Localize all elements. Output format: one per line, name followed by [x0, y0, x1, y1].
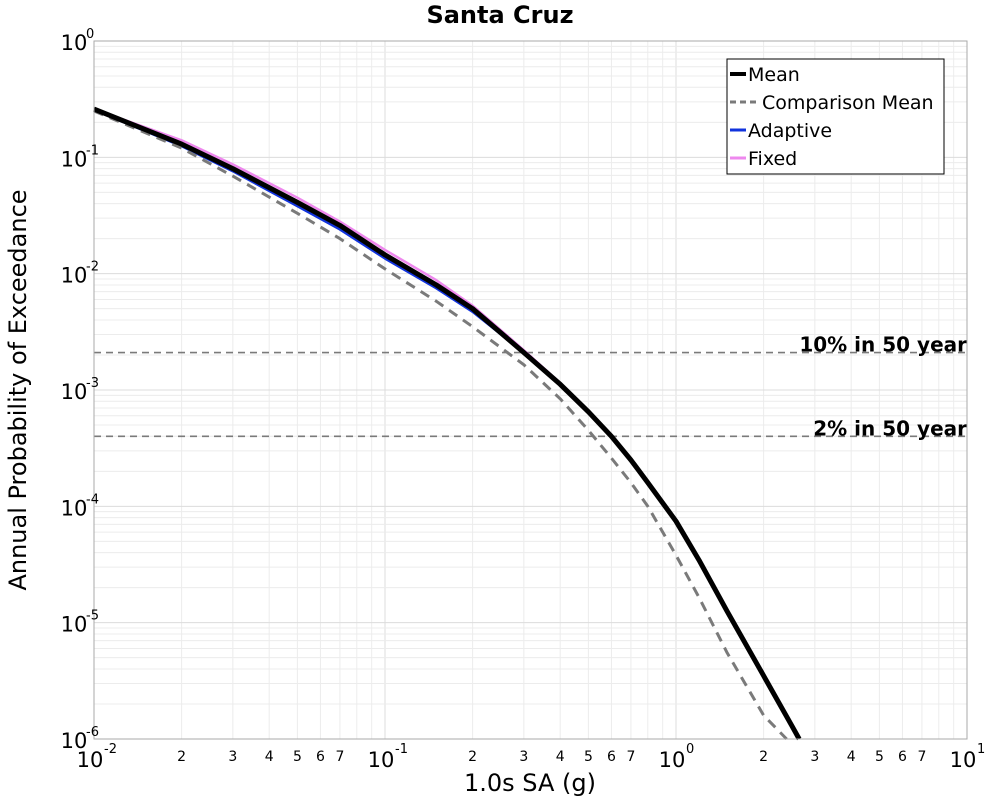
y-tick-exponent: -3: [86, 376, 99, 391]
x-minor-tick-label: 3: [228, 749, 237, 765]
x-minor-tick-label: 2: [177, 749, 186, 765]
legend-label: Comparison Mean: [762, 92, 934, 114]
x-minor-tick-label: 4: [556, 749, 565, 765]
x-axis-ticks: 10 -2 10 -1 10 0 10 12 3 4 5 6 7 2 3 4 5 6 7 2 3 4 5 6 7: [77, 742, 986, 772]
series-line-comparison-mean: [93, 109, 788, 741]
legend: Mean Comparison Mean Adaptive Fixed: [726, 58, 945, 175]
legend-label: Fixed: [748, 148, 797, 170]
y-tick-label: 10: [61, 729, 88, 753]
x-tick-label: 10: [368, 748, 395, 772]
x-tick-label: 10: [77, 748, 104, 772]
x-minor-tick-label: 7: [335, 749, 344, 765]
series-lines: [93, 106, 802, 741]
x-minor-tick-label: 2: [468, 749, 477, 765]
x-tick-label: 10: [950, 748, 977, 772]
series-line-mean: [93, 106, 802, 741]
x-minor-tick-label: 3: [519, 749, 528, 765]
x-minor-tick-label: 4: [265, 749, 274, 765]
x-minor-tick-label: 7: [917, 749, 926, 765]
legend-box: [726, 58, 945, 175]
x-minor-tick-label: 6: [607, 749, 616, 765]
x-minor-tick-label: 6: [898, 749, 907, 765]
y-tick-exponent: -1: [86, 143, 99, 158]
x-minor-tick-label: 3: [810, 749, 819, 765]
y-tick-label: 10: [61, 31, 88, 55]
grid: [93, 41, 967, 740]
x-minor-tick-label: 2: [759, 749, 768, 765]
x-tick-label: 10: [659, 748, 686, 772]
x-minor-tick-label: 6: [316, 749, 325, 765]
x-axis-label: 1.0s SA (g): [464, 769, 596, 797]
legend-label: Adaptive: [748, 120, 832, 142]
x-minor-tick-label: 4: [847, 749, 856, 765]
x-minor-tick-label: 5: [875, 749, 884, 765]
y-axis-label: Annual Probability of Exceedance: [4, 189, 32, 590]
y-tick-label: 10: [61, 264, 88, 288]
reference-lines: 10% in 50 year 2% in 50 year: [94, 333, 967, 440]
x-tick-exponent: -1: [395, 742, 408, 757]
y-tick-label: 10: [61, 147, 88, 171]
x-minor-tick-label: 7: [626, 749, 635, 765]
x-tick-exponent: 0: [686, 742, 694, 757]
y-tick-exponent: -5: [86, 609, 99, 624]
y-tick-label: 10: [61, 613, 88, 637]
y-tick-exponent: -2: [86, 260, 99, 275]
x-tick-exponent: 1: [977, 742, 985, 757]
y-tick-exponent: 0: [86, 27, 94, 42]
y-tick-label: 10: [61, 496, 88, 520]
plot-frame: [93, 40, 968, 740]
chart-title: Santa Cruz: [426, 1, 573, 29]
reference-line-label: 2% in 50 year: [813, 416, 967, 440]
legend-label: Mean: [748, 64, 800, 86]
reference-line-label: 10% in 50 year: [799, 333, 967, 357]
x-tick-exponent: -2: [104, 742, 117, 757]
x-minor-tick-label: 5: [584, 749, 593, 765]
x-minor-tick-label: 5: [293, 749, 302, 765]
y-tick-exponent: -6: [86, 725, 99, 740]
y-tick-label: 10: [61, 380, 88, 404]
y-tick-exponent: -4: [86, 492, 99, 507]
